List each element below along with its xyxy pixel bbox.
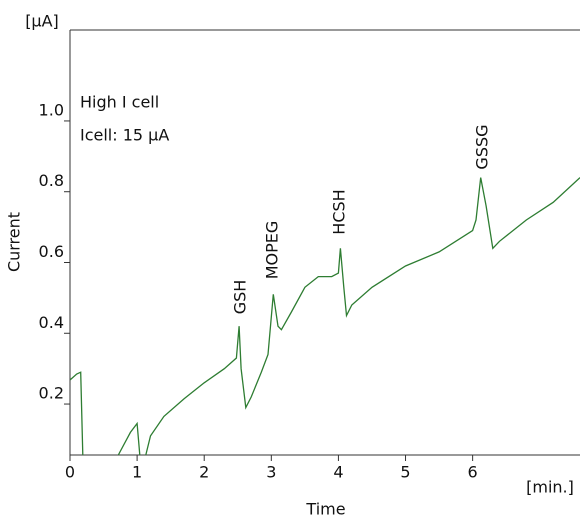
peak-label: HCSH: [330, 189, 349, 234]
x-tick-label: 0: [65, 463, 75, 482]
y-tick-label: 0.2: [39, 384, 64, 403]
peak-label: GSSG: [473, 124, 492, 169]
peak-label: GSH: [231, 280, 250, 315]
peak-label: MOPEG: [263, 221, 282, 280]
x-axis-label: Time: [305, 500, 345, 519]
y-tick-label: 0.4: [39, 313, 64, 332]
x-unit: [min.]: [526, 478, 574, 497]
x-tick-label: 1: [132, 463, 142, 482]
y-unit: [μA]: [25, 12, 59, 31]
x-tick-label: 4: [333, 463, 343, 482]
y-tick-label: 1.0: [39, 100, 64, 119]
x-tick-label: 5: [400, 463, 410, 482]
trace: [70, 177, 580, 455]
x-tick-label: 3: [266, 463, 276, 482]
annotation: Icell: 15 μA: [80, 126, 169, 145]
x-tick-label: 6: [468, 463, 478, 482]
x-tick-label: 2: [199, 463, 209, 482]
y-tick-label: 0.8: [39, 171, 64, 190]
annotation: High I cell: [80, 93, 159, 112]
y-tick-label: 0.6: [39, 242, 64, 261]
y-axis-label: Current: [5, 212, 24, 272]
